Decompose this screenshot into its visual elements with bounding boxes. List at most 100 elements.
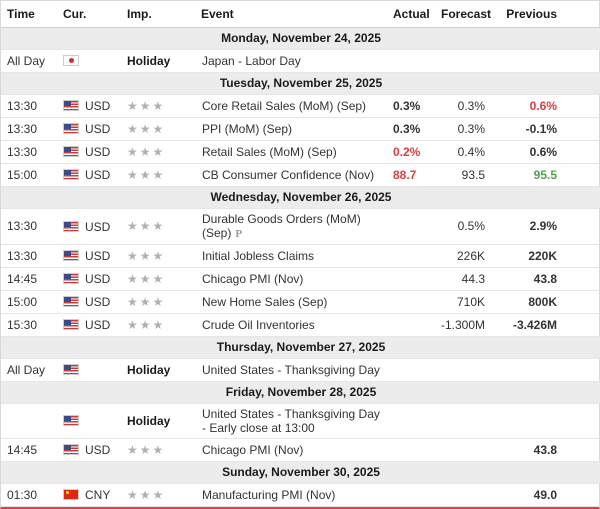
event-actual-value: 88.7 (387, 163, 435, 187)
event-row[interactable]: 14:45 USD ★★★ Chicago PMI (Nov) 44.3 43.… (1, 267, 600, 291)
event-forecast-value: 226K (435, 244, 491, 268)
importance-star-icon: ★ (139, 487, 153, 502)
event-importance: ★★★ (121, 117, 195, 141)
us-flag-icon (63, 319, 79, 331)
event-row[interactable]: 13:30 USD ★★★ Durable Goods Orders (MoM)… (1, 208, 600, 245)
event-forecast-value: 93.5 (435, 163, 491, 187)
event-time: 13:30 (1, 208, 57, 245)
currency-code: CNY (85, 487, 111, 502)
event-row[interactable]: 15:00 USD ★★★ New Home Sales (Sep) 710K … (1, 290, 600, 314)
us-flag-icon (63, 415, 79, 427)
event-actual-value: 0.2% (387, 140, 435, 164)
event-name[interactable]: Durable Goods Orders (MoM) (Sep) P (195, 208, 387, 245)
event-name[interactable]: Chicago PMI (Nov) (195, 267, 387, 291)
event-previous-value: 49.0 (491, 483, 563, 507)
row-spacer (563, 49, 600, 73)
row-spacer (563, 438, 600, 462)
event-forecast-value (435, 438, 491, 462)
event-row[interactable]: 01:30 CNY ★★★ Manufacturing PMI (Nov) 49… (1, 483, 600, 507)
event-importance: ★★★ (121, 313, 195, 337)
event-row[interactable]: 14:45 USD ★★★ Chicago PMI (Nov) 43.8 (1, 438, 600, 462)
importance-star-icon: ★ (139, 271, 153, 286)
day-header-label: Sunday, November 30, 2025 (1, 461, 600, 484)
currency-code: USD (85, 248, 111, 263)
event-previous-value: 43.8 (491, 438, 563, 462)
us-flag-icon (63, 250, 79, 262)
event-row[interactable]: 15:30 USD ★★★ Crude Oil Inventories -1.3… (1, 313, 600, 337)
event-name[interactable]: Chicago PMI (Nov) (195, 438, 387, 462)
event-importance: ★★★ (121, 94, 195, 118)
event-row[interactable]: 13:30 USD ★★★ Core Retail Sales (MoM) (S… (1, 94, 600, 118)
event-time: 14:45 (1, 267, 57, 291)
event-currency: USD (57, 244, 121, 268)
event-forecast-value (435, 403, 491, 439)
event-name[interactable]: United States - Thanksgiving Day - Early… (195, 403, 387, 439)
event-time: 13:30 (1, 94, 57, 118)
table-header-row: Time Cur. Imp. Event Actual Forecast Pre… (1, 1, 600, 28)
event-time: 15:00 (1, 290, 57, 314)
event-name[interactable]: Retail Sales (MoM) (Sep) (195, 140, 387, 164)
event-time: 13:30 (1, 140, 57, 164)
event-name[interactable]: CB Consumer Confidence (Nov) (195, 163, 387, 187)
event-time: 15:30 (1, 313, 57, 337)
event-time: 14:45 (1, 438, 57, 462)
event-row[interactable]: Holiday United States - Thanksgiving Day… (1, 403, 600, 439)
event-row[interactable]: All Day Holiday United States - Thanksgi… (1, 358, 600, 382)
event-row[interactable]: 15:00 USD ★★★ CB Consumer Confidence (No… (1, 163, 600, 187)
event-row[interactable]: 13:30 USD ★★★ Initial Jobless Claims 226… (1, 244, 600, 268)
event-row[interactable]: 13:30 USD ★★★ PPI (MoM) (Sep) 0.3% 0.3% … (1, 117, 600, 141)
day-header-label: Wednesday, November 26, 2025 (1, 186, 600, 209)
event-currency: USD (57, 163, 121, 187)
col-header-event: Event (195, 1, 387, 28)
event-currency (57, 358, 121, 382)
event-name[interactable]: Core Retail Sales (MoM) (Sep) (195, 94, 387, 118)
row-spacer (563, 313, 600, 337)
day-header-row: Wednesday, November 26, 2025 (1, 186, 600, 209)
event-actual-value: 0.3% (387, 117, 435, 141)
event-name[interactable]: Crude Oil Inventories (195, 313, 387, 337)
event-row[interactable]: 13:30 USD ★★★ Retail Sales (MoM) (Sep) 0… (1, 140, 600, 164)
col-header-currency: Cur. (57, 1, 121, 28)
event-importance: ★★★ (121, 244, 195, 268)
event-forecast-value: -1.300M (435, 313, 491, 337)
importance-star-icon: ★ (127, 442, 140, 457)
event-name[interactable]: New Home Sales (Sep) (195, 290, 387, 314)
importance-star-icon: ★ (152, 248, 166, 263)
event-time: 13:30 (1, 244, 57, 268)
event-name[interactable]: Manufacturing PMI (Nov) (195, 483, 387, 507)
event-previous-value: -0.1% (491, 117, 563, 141)
event-previous-value: 43.8 (491, 267, 563, 291)
event-currency (57, 49, 121, 73)
currency-code: USD (85, 98, 111, 113)
row-spacer (563, 117, 600, 141)
day-header-row: Friday, November 28, 2025 (1, 381, 600, 404)
importance-star-icon: ★ (139, 442, 153, 457)
event-actual-value (387, 208, 435, 245)
event-previous-value: 95.5 (491, 163, 563, 187)
day-header-label: Friday, November 28, 2025 (1, 381, 600, 404)
importance-star-icon: ★ (152, 317, 166, 332)
event-forecast-value: 0.4% (435, 140, 491, 164)
event-importance: ★★★ (121, 140, 195, 164)
us-flag-icon (63, 364, 79, 376)
event-time: 01:30 (1, 483, 57, 507)
event-name[interactable]: United States - Thanksgiving Day (195, 358, 387, 382)
day-header-label: Tuesday, November 25, 2025 (1, 72, 600, 95)
currency-code: USD (85, 271, 111, 286)
row-spacer (563, 244, 600, 268)
currency-code: USD (85, 219, 111, 234)
event-row[interactable]: All Day Holiday Japan - Labor Day (1, 49, 600, 73)
importance-star-icon: ★ (152, 442, 166, 457)
importance-star-icon: ★ (127, 219, 140, 233)
event-name[interactable]: PPI (MoM) (Sep) (195, 117, 387, 141)
event-importance: ★★★ (121, 208, 195, 245)
event-name[interactable]: Initial Jobless Claims (195, 244, 387, 268)
importance-star-icon: ★ (127, 294, 140, 309)
importance-star-icon: ★ (139, 219, 153, 233)
preliminary-icon: P (235, 228, 243, 240)
event-currency: USD (57, 290, 121, 314)
event-name[interactable]: Japan - Labor Day (195, 49, 387, 73)
event-importance: ★★★ (121, 163, 195, 187)
event-importance: ★★★ (121, 438, 195, 462)
